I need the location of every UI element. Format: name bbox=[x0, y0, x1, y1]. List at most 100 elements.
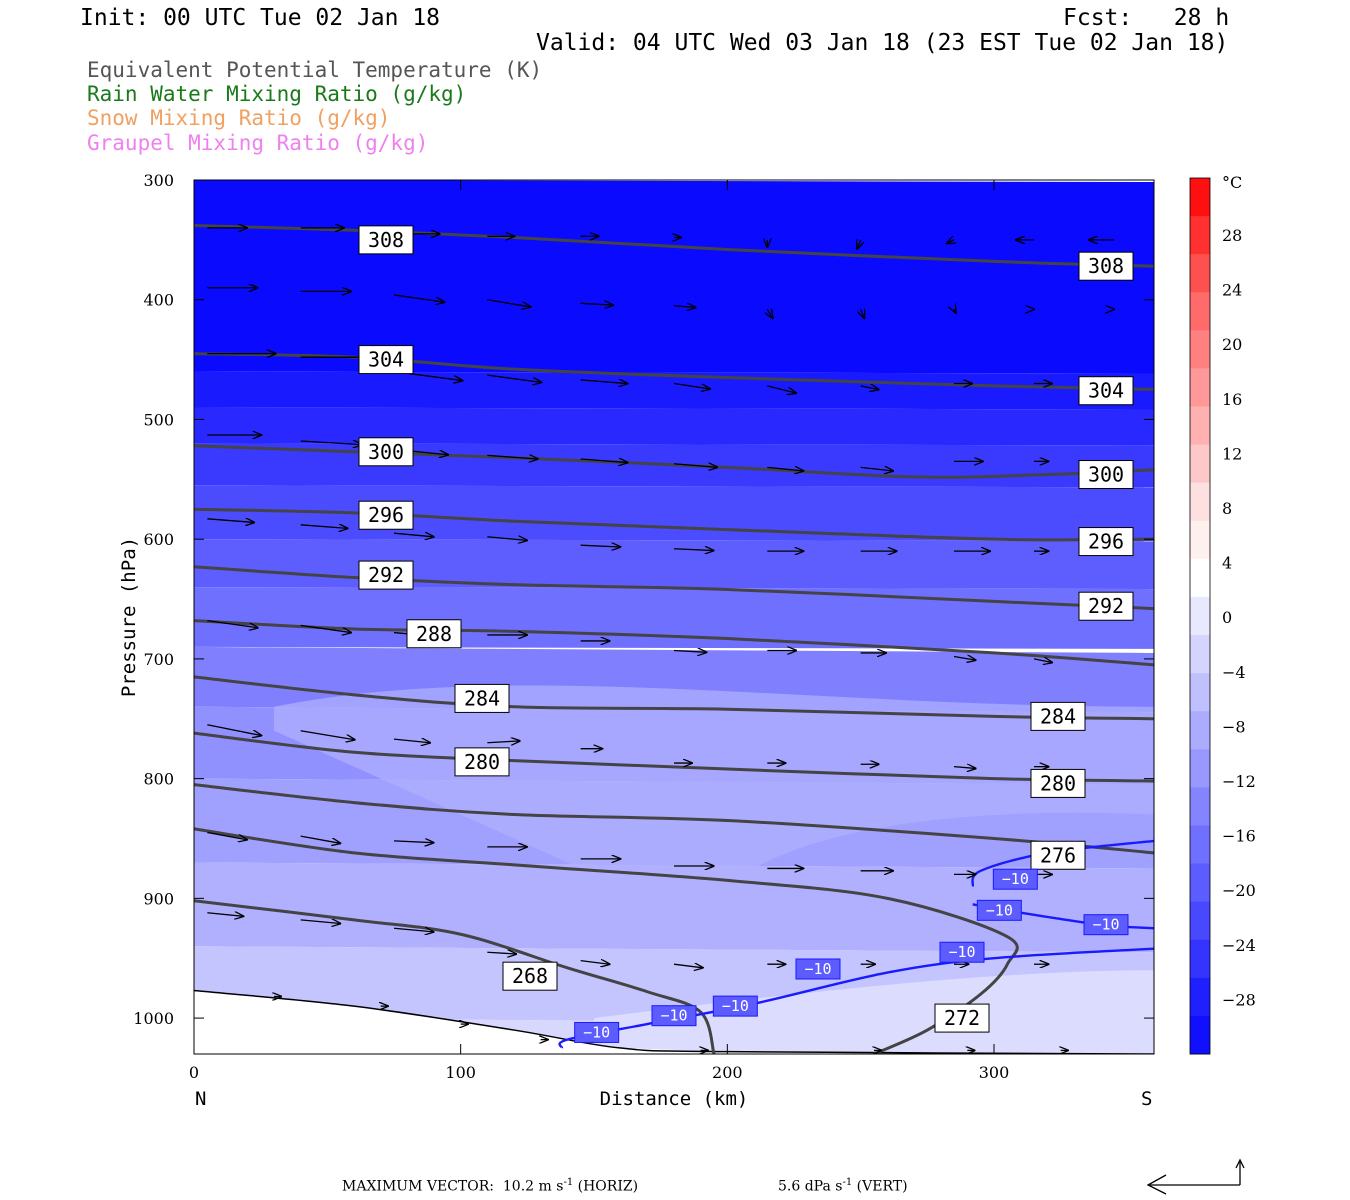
colorbar-segment bbox=[1190, 482, 1210, 522]
temp-label-box bbox=[976, 899, 1022, 921]
colorbar-segment bbox=[1190, 520, 1210, 560]
colorbar-segment bbox=[1190, 749, 1210, 788]
colorbar-segment bbox=[1190, 178, 1210, 217]
wind-vector bbox=[487, 299, 530, 307]
y-tick-label: 400 bbox=[143, 291, 174, 310]
theta-e-label-box bbox=[454, 683, 510, 713]
theta-e-label: 292 bbox=[1078, 591, 1134, 621]
theta-e-label-text: 272 bbox=[944, 1006, 980, 1030]
x-tick-label: 0 bbox=[189, 1063, 199, 1082]
theta-e-label-text: 296 bbox=[1088, 530, 1124, 554]
theta-e-label-box bbox=[454, 747, 510, 777]
temperature-patch bbox=[274, 685, 1154, 923]
forecast-hour: Fcst: 28 h bbox=[1063, 5, 1230, 31]
max-vector-vert-exp: -1 bbox=[842, 1177, 853, 1188]
temp-label-text: −10 bbox=[948, 943, 975, 961]
temperature-band bbox=[194, 587, 1154, 649]
wind-vector bbox=[857, 240, 861, 249]
temp-label-box bbox=[651, 1005, 697, 1027]
wind-vector bbox=[947, 240, 954, 244]
theta-e-label: 292 bbox=[358, 560, 414, 590]
theta-e-label-box bbox=[358, 560, 414, 590]
wind-vector bbox=[953, 767, 976, 769]
temp-label-text: −10 bbox=[804, 960, 831, 978]
max-vector-label: MAXIMUM VECTOR: 10.2 m s-1 (HORIZ) bbox=[342, 1177, 638, 1195]
colorbar-segment bbox=[1190, 216, 1210, 255]
colorbar-tick-label: 20 bbox=[1222, 335, 1242, 354]
theta-e-label-box bbox=[358, 345, 414, 375]
wind-vector bbox=[487, 952, 516, 954]
colorbar-segment bbox=[1190, 825, 1210, 865]
wind-vector bbox=[953, 657, 976, 661]
y-tick-label: 800 bbox=[143, 770, 174, 789]
theta-e-label-box bbox=[934, 1003, 990, 1033]
colorbar-segment bbox=[1190, 901, 1210, 941]
plot-frame bbox=[193, 179, 1155, 1055]
x-axis-label: Distance (km) bbox=[600, 1088, 749, 1110]
colorbar-tick-label: 16 bbox=[1222, 390, 1242, 409]
theta-e-label: 284 bbox=[1030, 701, 1086, 731]
temp-label: −10 bbox=[574, 1021, 620, 1043]
theta-e-label-text: 300 bbox=[368, 440, 404, 464]
temp-label: −10 bbox=[712, 995, 758, 1017]
init-time: Init: 00 UTC Tue 02 Jan 18 bbox=[80, 5, 441, 31]
wind-vector bbox=[487, 455, 537, 459]
wind-vector bbox=[673, 382, 710, 389]
y-tick-label: 300 bbox=[143, 171, 174, 190]
theta-e-line-276 bbox=[194, 783, 1154, 855]
wind-vector bbox=[673, 549, 714, 551]
temp-label-text: −10 bbox=[722, 997, 749, 1015]
max-vector-horiz-tag: (HORIZ) bbox=[577, 1178, 639, 1195]
wind-vector bbox=[207, 724, 261, 736]
theta-e-label: 300 bbox=[1078, 460, 1134, 490]
theta-e-label-text: 284 bbox=[1040, 704, 1076, 728]
colorbar-tick-label: −20 bbox=[1222, 881, 1256, 900]
y-tick-label: 700 bbox=[143, 650, 174, 669]
theta-e-label: 284 bbox=[454, 683, 510, 713]
colorbar-tick-label: 0 bbox=[1222, 608, 1232, 627]
temperature-fill bbox=[194, 180, 1154, 1054]
south-label: S bbox=[1141, 1088, 1152, 1110]
colorbar-segment bbox=[1190, 635, 1210, 674]
max-vector-vert-tag: (VERT) bbox=[856, 1178, 908, 1195]
theta-e-label-box bbox=[1078, 251, 1134, 281]
temp-label: −10 bbox=[651, 1005, 697, 1027]
theta-e-label: 296 bbox=[358, 500, 414, 530]
colorbar-tick-label: −28 bbox=[1222, 990, 1256, 1009]
wind-vector bbox=[393, 533, 434, 537]
theta-e-label-box bbox=[1030, 701, 1086, 731]
wind-vector bbox=[300, 920, 341, 924]
wind-vector bbox=[393, 739, 430, 743]
wind-vector bbox=[673, 651, 706, 653]
colorbar-segment bbox=[1190, 1015, 1210, 1055]
wind-vector bbox=[300, 525, 348, 529]
wind-vector bbox=[954, 309, 956, 313]
max-vector-vert-value: 5.6 dPa s bbox=[778, 1178, 843, 1195]
theta-e-label-text: 280 bbox=[464, 750, 500, 774]
theta-e-label: 288 bbox=[406, 619, 462, 649]
wind-vector bbox=[580, 303, 613, 305]
wind-vector bbox=[393, 294, 444, 302]
colorbar-tick-label: −4 bbox=[1222, 663, 1246, 682]
colorbar-segment bbox=[1190, 939, 1210, 979]
colorbar-segment bbox=[1190, 406, 1210, 446]
temperature-band bbox=[194, 180, 1154, 374]
theta-e-label: 308 bbox=[358, 225, 414, 255]
temperature-band bbox=[194, 407, 1154, 446]
terrain-line bbox=[194, 989, 1154, 1054]
y-tick-label: 600 bbox=[143, 530, 174, 549]
legend-item-rain: Rain Water Mixing Ratio (g/kg) bbox=[87, 82, 467, 106]
temp-label-text: −10 bbox=[1002, 870, 1029, 888]
y-tick-label: 500 bbox=[143, 410, 174, 429]
wind-vectors bbox=[207, 228, 1114, 1051]
temp-label: −10 bbox=[1083, 914, 1129, 936]
theta-e-label: 280 bbox=[1030, 768, 1086, 798]
temp-label-box bbox=[1083, 914, 1129, 936]
wind-vector bbox=[673, 306, 696, 308]
temp-label: −10 bbox=[939, 941, 985, 963]
wind-vector bbox=[487, 374, 541, 382]
north-label: N bbox=[195, 1088, 206, 1110]
wind-vector bbox=[767, 467, 803, 471]
colorbar-segment bbox=[1190, 292, 1210, 331]
